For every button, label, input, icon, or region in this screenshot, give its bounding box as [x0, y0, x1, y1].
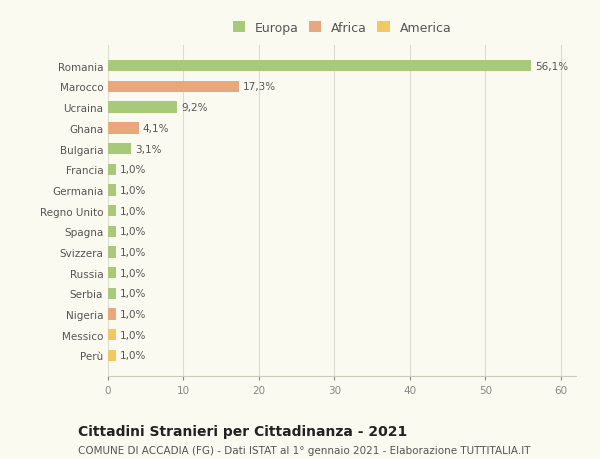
Bar — [108, 164, 116, 175]
Text: 1,0%: 1,0% — [119, 165, 146, 175]
Bar — [108, 102, 178, 113]
Bar — [108, 206, 116, 217]
Text: 17,3%: 17,3% — [242, 82, 275, 92]
Bar — [108, 82, 239, 93]
Bar — [108, 268, 116, 279]
Text: 3,1%: 3,1% — [135, 144, 161, 154]
Bar — [108, 226, 116, 237]
Text: 1,0%: 1,0% — [119, 309, 146, 319]
Bar — [108, 123, 139, 134]
Text: 9,2%: 9,2% — [181, 103, 208, 113]
Text: 1,0%: 1,0% — [119, 247, 146, 257]
Bar — [108, 247, 116, 258]
Bar — [108, 288, 116, 299]
Bar — [108, 185, 116, 196]
Text: 4,1%: 4,1% — [143, 123, 169, 134]
Legend: Europa, Africa, America: Europa, Africa, America — [230, 19, 454, 37]
Text: 1,0%: 1,0% — [119, 351, 146, 361]
Text: COMUNE DI ACCADIA (FG) - Dati ISTAT al 1° gennaio 2021 - Elaborazione TUTTITALIA: COMUNE DI ACCADIA (FG) - Dati ISTAT al 1… — [78, 445, 530, 455]
Text: 1,0%: 1,0% — [119, 227, 146, 237]
Text: 1,0%: 1,0% — [119, 206, 146, 216]
Bar — [108, 61, 532, 72]
Bar — [108, 309, 116, 320]
Bar — [108, 330, 116, 341]
Text: 1,0%: 1,0% — [119, 185, 146, 196]
Bar — [108, 350, 116, 361]
Text: 56,1%: 56,1% — [535, 62, 568, 72]
Text: 1,0%: 1,0% — [119, 330, 146, 340]
Text: Cittadini Stranieri per Cittadinanza - 2021: Cittadini Stranieri per Cittadinanza - 2… — [78, 425, 407, 438]
Text: 1,0%: 1,0% — [119, 268, 146, 278]
Text: 1,0%: 1,0% — [119, 289, 146, 299]
Bar — [108, 144, 131, 155]
